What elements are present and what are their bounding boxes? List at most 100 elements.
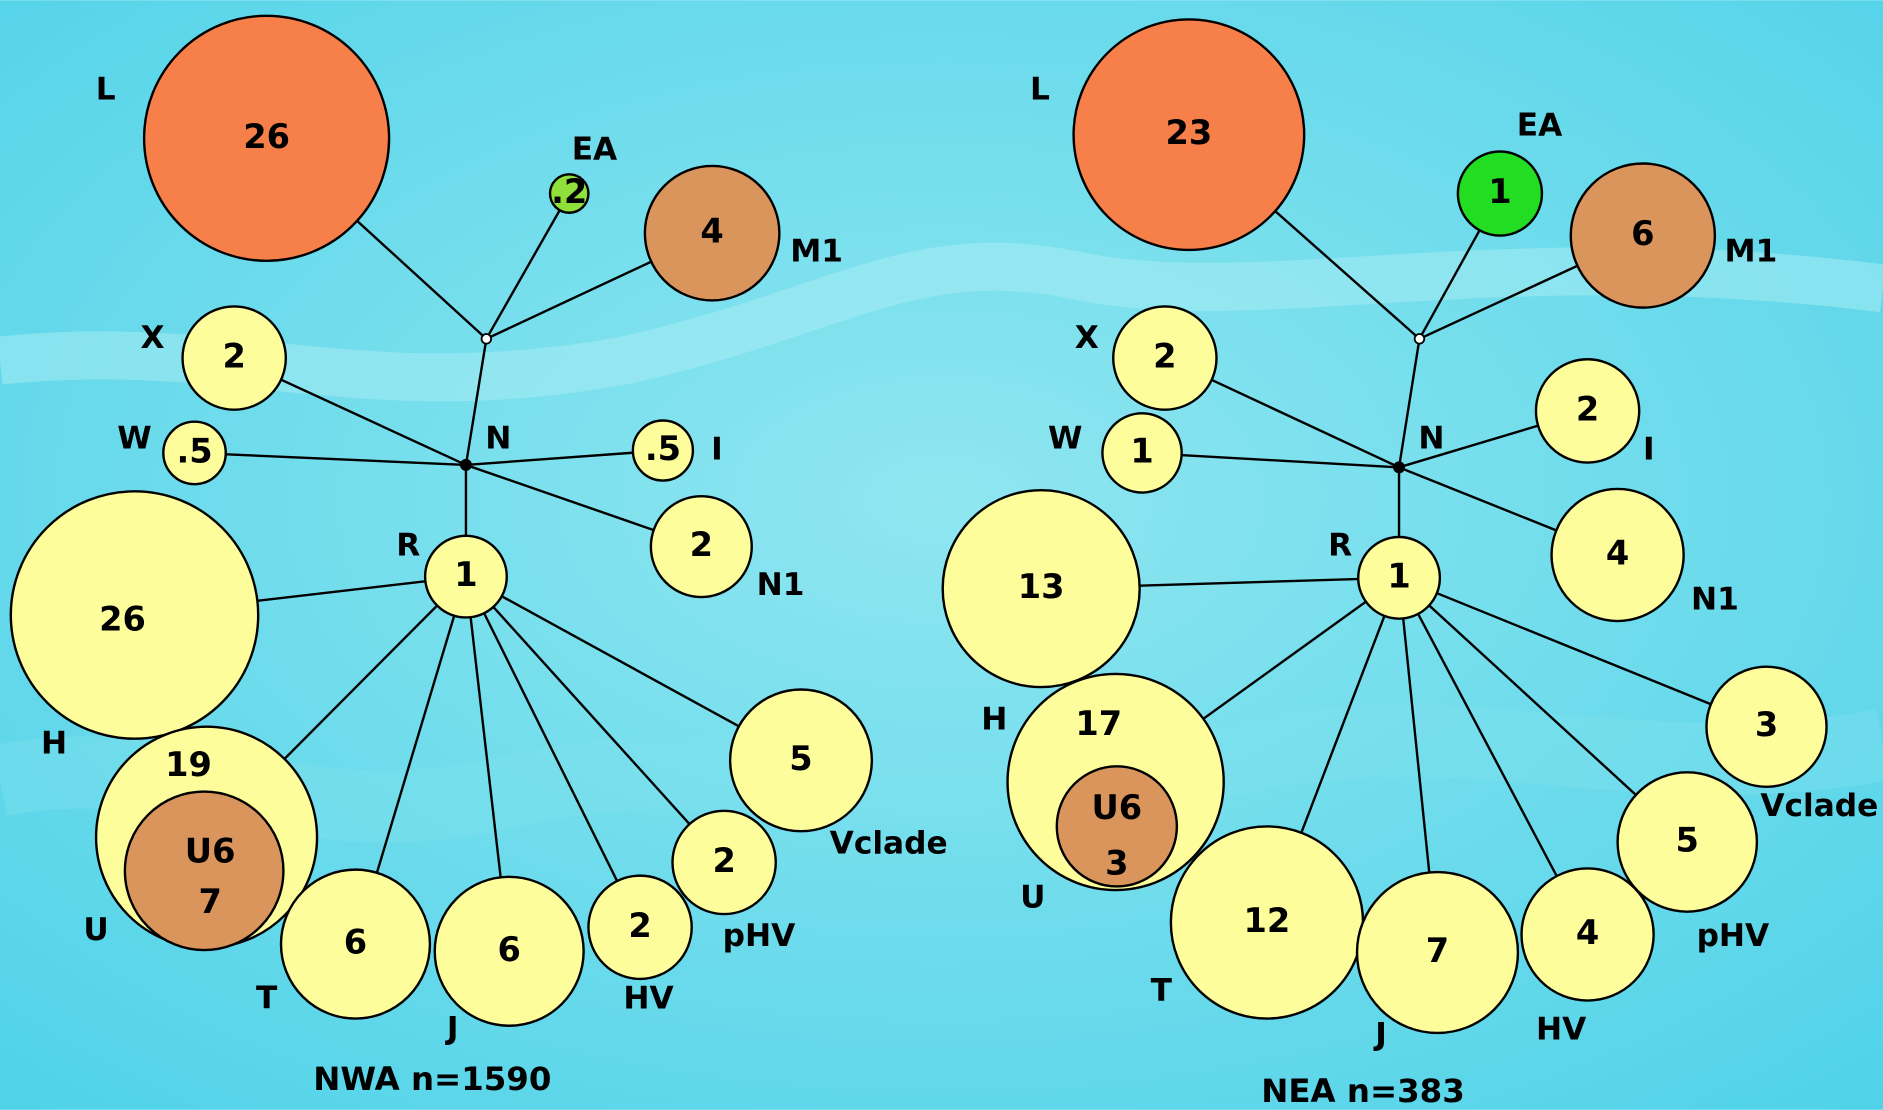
sub-haplogroup-node: [123, 790, 285, 952]
sub-haplogroup-node: [1055, 765, 1179, 888]
frequency-value: 5: [789, 739, 812, 778]
frequency-value: 6: [344, 923, 367, 962]
haplogroup-label: N: [485, 421, 511, 457]
haplogroup-label: EA: [572, 131, 618, 167]
haplogroup-node: [1072, 18, 1306, 252]
haplogroup-label: X: [140, 320, 164, 356]
haplogroup-label: N: [1418, 421, 1444, 457]
frequency-value: 19: [165, 745, 212, 784]
haplogroup-node: [162, 420, 227, 486]
frequency-value: .5: [176, 431, 212, 470]
branch: [1398, 576, 1767, 728]
haplogroup-node: [643, 164, 781, 302]
haplogroup-label: T: [256, 980, 278, 1016]
haplogroup-label: Vclade: [830, 825, 948, 861]
haplogroup-label: J: [445, 1010, 459, 1046]
haplogroup-label: N1: [1691, 582, 1739, 618]
haplogroup-node: [459, 458, 472, 471]
haplogroup-node: [1393, 461, 1406, 474]
branch: [465, 449, 663, 467]
frequency-value: 5: [1676, 821, 1699, 860]
haplogroup-node: [1355, 870, 1520, 1035]
haplogroup-node: [548, 173, 590, 214]
frequency-value: 6: [1631, 214, 1654, 253]
branch: [1141, 451, 1400, 469]
map-shade: [0, 242, 1883, 402]
frequency-value: 4: [1606, 534, 1629, 573]
haplogroup-label: R: [396, 528, 420, 564]
frequency-value: 2: [1153, 337, 1176, 376]
haplogroup-node: [1534, 358, 1641, 464]
haplogroup-node: [1456, 150, 1544, 237]
haplogroup-node: [1569, 162, 1717, 309]
haplogroup-label: H: [41, 726, 67, 762]
network-caption: NWA n=1590: [313, 1060, 551, 1098]
haplogroup-label: L: [96, 71, 116, 107]
frequency-value: 2: [712, 841, 735, 880]
haplogroup-node: [423, 534, 508, 619]
network-caption: NEA n=383: [1261, 1072, 1465, 1110]
haplogroup-node: [142, 14, 391, 262]
haplogroup-label: L: [1030, 71, 1050, 107]
frequency-value: 4: [700, 212, 723, 251]
frequency-value: 17: [1075, 704, 1122, 743]
sub-haplogroup-value: 7: [198, 882, 221, 921]
haplogroup-node: [1112, 305, 1218, 411]
frequency-value: 26: [243, 117, 290, 156]
branch: [464, 338, 488, 466]
haplogroup-node: [433, 875, 585, 1027]
haplogroup-node: [279, 868, 432, 1020]
haplogroup-node: [9, 490, 260, 740]
frequency-value: 12: [1244, 901, 1291, 940]
haplogroup-label: pHV: [1697, 918, 1770, 954]
haplogroup-label: HV: [623, 980, 674, 1016]
haplogroup-label: W: [1048, 421, 1082, 457]
haplogroup-label: T: [1151, 973, 1173, 1009]
haplogroup-label: N1: [757, 567, 805, 603]
haplogroup-node: [1705, 665, 1828, 788]
haplogroup-label: M1: [1725, 233, 1778, 269]
haplogroup-node: [587, 874, 693, 981]
frequency-value: 13: [1018, 567, 1065, 606]
haplogroup-node: [728, 688, 874, 833]
haplogroup-label: I: [1643, 432, 1655, 468]
frequency-value: 2: [690, 525, 713, 564]
frequency-value: .2: [551, 172, 587, 211]
branch: [465, 575, 726, 864]
haplogroup-node: [181, 305, 288, 411]
haplogroup-label: X: [1075, 320, 1099, 356]
haplogroup-node: [1550, 487, 1685, 623]
frequency-value: 1: [1387, 556, 1410, 595]
frequency-value: 26: [99, 600, 146, 639]
frequency-value: 1: [1488, 172, 1511, 211]
haplogroup-node: [1357, 535, 1442, 620]
haplogroup-node: [1101, 412, 1183, 494]
haplogroup-label: M1: [790, 233, 843, 269]
sub-haplogroup-value: 3: [1105, 843, 1128, 882]
sub-haplogroup-label: U6: [185, 831, 236, 870]
haplogroup-label: R: [1328, 528, 1352, 564]
haplogroup-label: H: [981, 702, 1007, 738]
junction: [1413, 333, 1426, 345]
haplogroup-label: EA: [1517, 107, 1563, 143]
branch: [1397, 338, 1421, 468]
frequency-value: 1: [454, 555, 477, 594]
haplogroup-label: U: [1020, 879, 1045, 915]
frequency-value: .5: [645, 429, 681, 468]
haplogroup-node: [1616, 771, 1759, 913]
frequency-value: 7: [1426, 931, 1449, 970]
frequency-value: 4: [1576, 913, 1599, 952]
branch: [464, 576, 642, 928]
haplogroup-label: Vclade: [1760, 788, 1878, 824]
haplogroup-node: [671, 809, 777, 916]
junction: [480, 333, 493, 345]
haplogroup-label: pHV: [723, 918, 796, 954]
haplogroup-label: J: [1373, 1016, 1387, 1052]
sub-haplogroup-label: U6: [1091, 788, 1142, 827]
haplogroup-label: U: [83, 912, 108, 948]
haplogroup-node: [1520, 867, 1655, 1002]
frequency-value: 2: [628, 906, 651, 945]
frequency-value: 1: [1130, 431, 1153, 470]
